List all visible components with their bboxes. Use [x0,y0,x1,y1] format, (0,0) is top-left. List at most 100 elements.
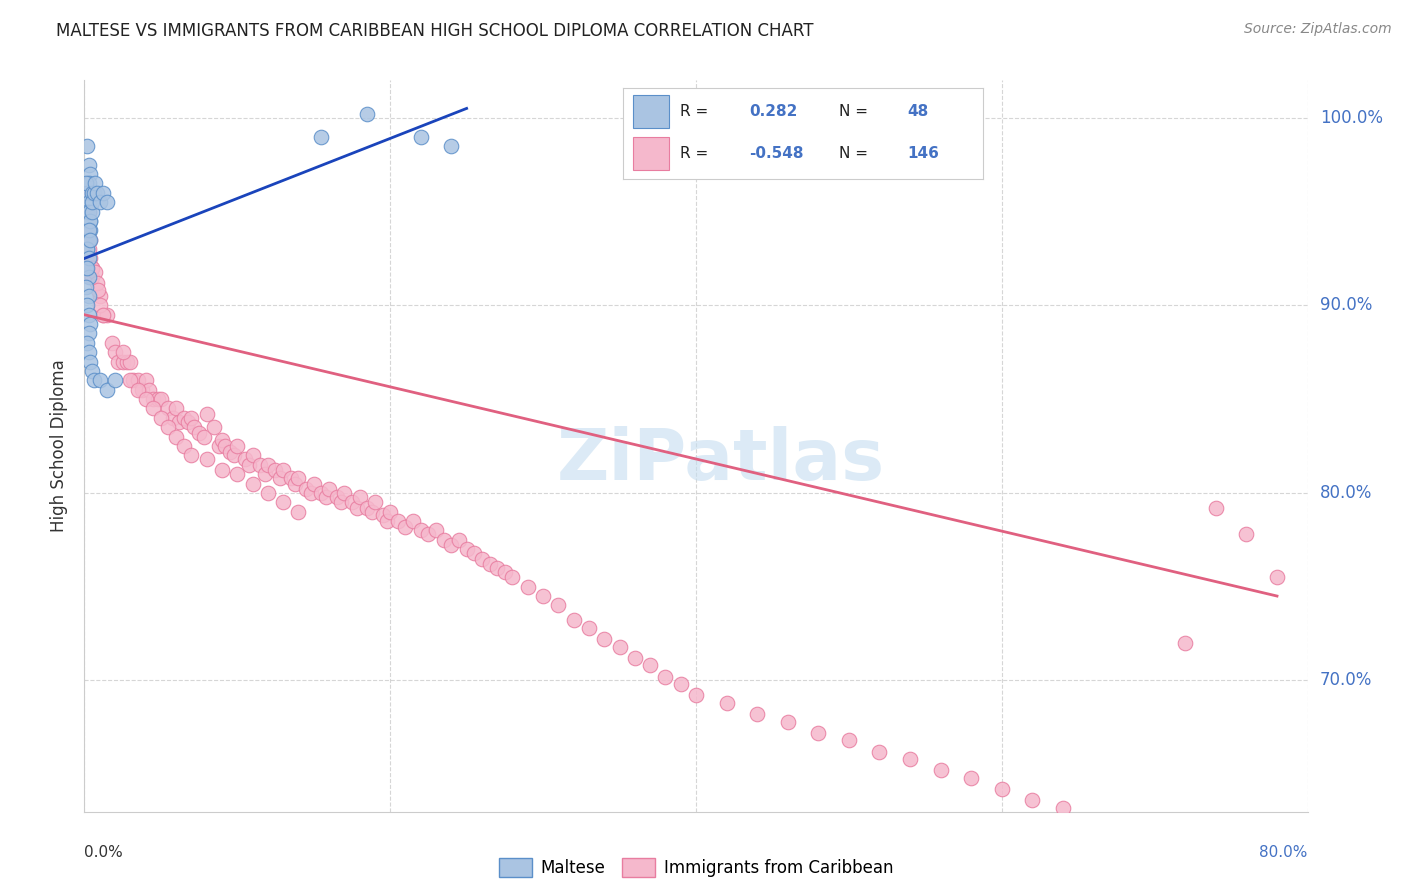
Point [89,373,111,387]
Point [115,354,138,368]
Point [146,392,169,406]
Point [242,476,264,491]
Point [84,177,107,191]
Text: 80.0%: 80.0% [1260,845,1308,860]
Point [79,252,101,266]
Point [257,458,280,472]
Point [120,354,142,368]
Point [193,429,215,443]
Point [79,317,101,331]
Point [669,677,692,691]
Point [547,599,569,613]
Point [188,425,211,440]
Point [299,486,322,500]
Point [104,345,127,359]
Point [1205,500,1227,515]
Point [76,204,98,219]
Point [89,289,111,303]
Point [463,546,485,560]
Text: Source: ZipAtlas.com: Source: ZipAtlas.com [1244,22,1392,37]
Point [76,139,98,153]
Point [211,463,233,477]
Point [233,452,256,467]
Point [76,186,98,200]
Point [80,260,103,275]
Point [79,214,101,228]
Point [330,495,353,509]
Point [494,565,516,579]
Text: 70.0%: 70.0% [1320,672,1372,690]
Point [91,308,114,322]
Point [271,463,294,477]
Point [333,486,356,500]
Point [142,401,165,416]
Point [562,614,585,628]
Point [138,383,160,397]
Point [135,392,157,406]
Point [89,298,111,312]
Point [624,651,647,665]
Point [402,514,425,528]
Point [91,186,114,200]
Point [76,260,98,275]
Point [89,195,111,210]
Point [165,429,187,443]
Point [302,476,325,491]
Point [87,283,110,297]
Text: 80.0%: 80.0% [1320,483,1372,502]
Point [440,538,463,552]
Point [79,233,101,247]
Point [107,354,129,368]
Point [84,264,107,278]
Point [578,621,600,635]
Point [79,223,101,237]
Point [91,308,114,322]
Point [80,204,103,219]
Point [157,401,180,416]
Point [111,354,134,368]
Point [360,505,382,519]
Point [409,129,432,144]
Point [77,242,100,256]
Point [356,500,378,515]
Point [311,486,333,500]
Point [531,589,554,603]
Point [76,186,98,200]
Point [75,279,97,293]
Point [77,204,100,219]
Point [77,158,100,172]
Point [356,107,378,121]
Point [1052,801,1074,815]
Point [409,524,432,538]
Point [202,420,225,434]
Point [96,383,118,397]
Point [253,467,276,482]
Point [295,482,318,496]
Point [1143,833,1166,847]
Point [79,214,101,228]
Point [318,482,340,496]
Point [177,415,200,429]
Point [77,326,100,341]
Point [80,195,103,210]
Point [486,561,509,575]
Point [387,514,409,528]
Text: 90.0%: 90.0% [1320,296,1372,314]
Point [214,439,236,453]
Point [195,452,218,467]
Point [929,764,952,778]
Point [1083,814,1105,829]
Text: MALTESE VS IMMIGRANTS FROM CARIBBEAN HIGH SCHOOL DIPLOMA CORRELATION CHART: MALTESE VS IMMIGRANTS FROM CARIBBEAN HIG… [56,22,814,40]
Point [75,260,97,275]
Point [77,195,100,210]
Legend: Maltese, Immigrants from Caribbean: Maltese, Immigrants from Caribbean [492,851,900,884]
Point [75,177,97,191]
Point [122,373,145,387]
Point [349,490,371,504]
Point [180,410,202,425]
Point [77,345,100,359]
Point [80,186,103,200]
Point [104,373,127,387]
Point [311,129,333,144]
Point [898,752,921,766]
